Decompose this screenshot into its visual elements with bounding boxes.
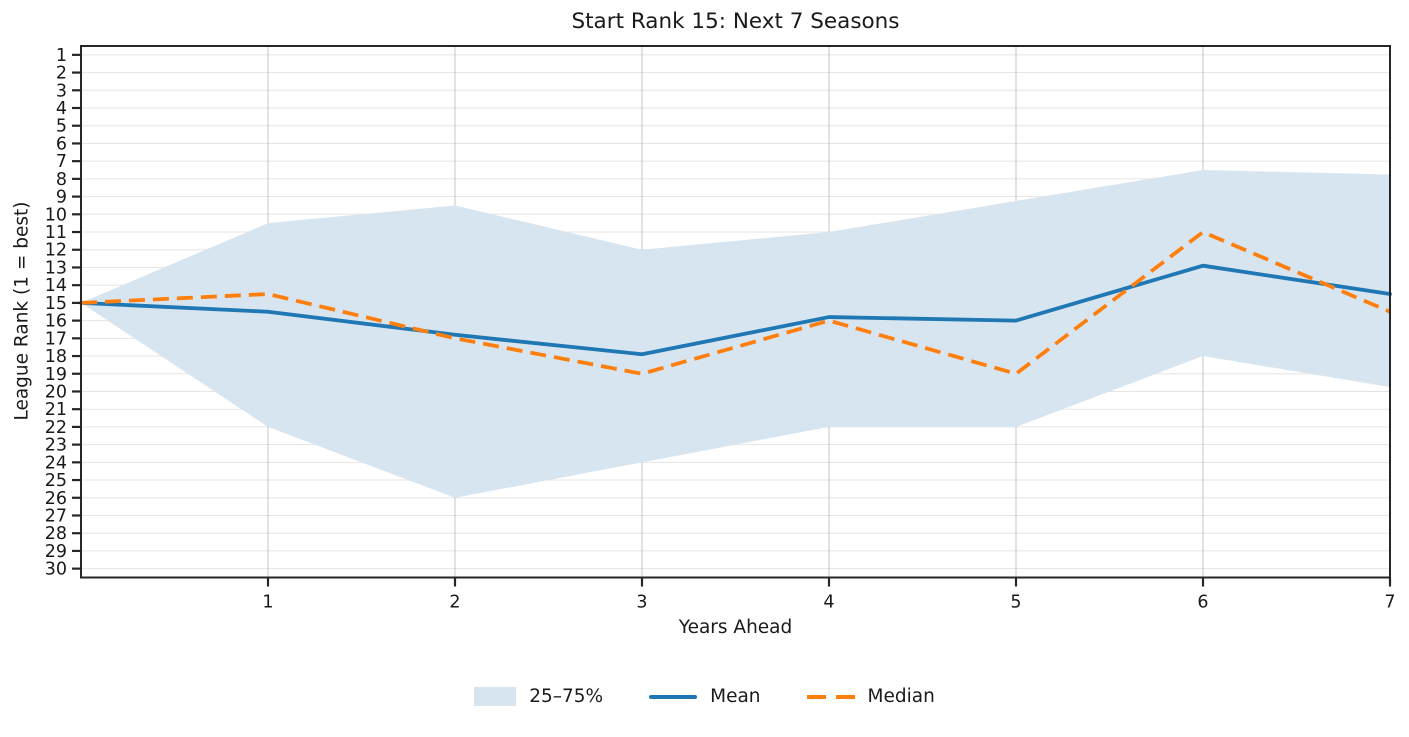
- y-tick-label: 2: [56, 64, 67, 84]
- legend-band-label: 25–75%: [529, 686, 604, 707]
- y-tick-label: 14: [45, 276, 67, 296]
- x-tick-label: 5: [1010, 593, 1021, 613]
- y-tick-label: 12: [45, 241, 67, 261]
- y-tick-label: 29: [45, 542, 67, 562]
- y-tick-label: 21: [45, 400, 67, 420]
- x-tick-label: 7: [1384, 593, 1395, 613]
- legend-mean-label: Mean: [710, 686, 761, 707]
- y-tick-label: 26: [45, 489, 67, 509]
- y-tick-label: 27: [45, 506, 67, 526]
- x-tick-label: 4: [823, 593, 834, 613]
- x-tick-label: 2: [449, 593, 460, 613]
- chart-title: Start Rank 15: Next 7 Seasons: [571, 9, 900, 34]
- y-tick-label: 6: [56, 134, 67, 154]
- y-tick-label: 1: [56, 46, 67, 66]
- y-tick-label: 16: [45, 312, 67, 332]
- y-tick-label: 11: [45, 223, 67, 243]
- legend-item-band: 25–75%: [474, 686, 603, 707]
- plot-area: 1234567891011121314151617181920212223242…: [45, 45, 1396, 613]
- legend-median-label: Median: [867, 686, 935, 707]
- band-swatch-icon: [474, 687, 517, 706]
- y-tick-label: 9: [56, 188, 67, 208]
- mean-line-swatch-icon: [649, 694, 698, 699]
- y-tick-label: 10: [45, 205, 67, 225]
- legend: 25–75% Mean Median: [0, 686, 1409, 707]
- legend-item-median: Median: [806, 686, 935, 707]
- y-tick-label: 7: [56, 152, 67, 172]
- y-tick-label: 5: [56, 117, 67, 137]
- y-tick-label: 15: [45, 294, 67, 314]
- x-tick-label: 1: [262, 593, 273, 613]
- y-tick-label: 8: [56, 170, 67, 190]
- y-tick-label: 3: [56, 81, 67, 101]
- y-tick-label: 24: [45, 453, 67, 473]
- y-tick-label: 20: [45, 382, 67, 402]
- y-tick-label: 25: [45, 471, 67, 491]
- y-tick-label: 4: [56, 99, 67, 119]
- x-tick-label: 6: [1197, 593, 1208, 613]
- median-line: [80, 230, 1391, 376]
- y-tick-label: 23: [45, 436, 67, 456]
- y-tick-label: 28: [45, 524, 67, 544]
- legend-item-mean: Mean: [649, 686, 761, 707]
- median-dash-swatch-icon: [806, 694, 855, 699]
- y-tick-label: 30: [45, 560, 67, 580]
- mean-line: [79, 263, 1392, 357]
- x-axis-label: Years Ahead: [678, 617, 793, 638]
- y-tick-label: 17: [45, 329, 67, 349]
- y-tick-label: 13: [45, 258, 67, 278]
- y-tick-label: 22: [45, 418, 67, 438]
- x-tick-label: 3: [636, 593, 647, 613]
- y-tick-label: 19: [45, 365, 67, 385]
- axes-spines: [80, 45, 1391, 579]
- y-tick-label: 18: [45, 347, 67, 367]
